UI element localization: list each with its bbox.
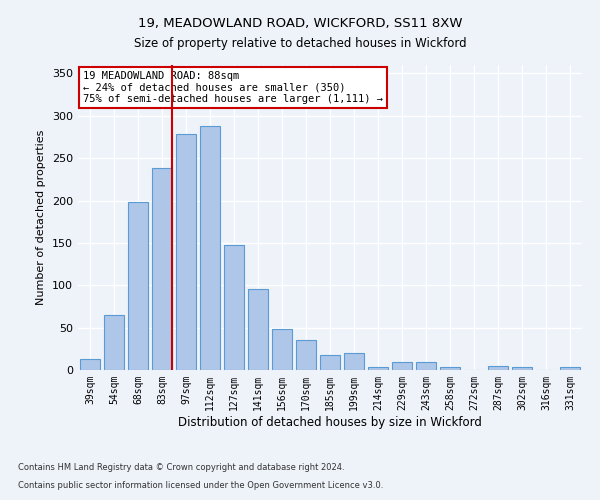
Y-axis label: Number of detached properties: Number of detached properties — [37, 130, 46, 305]
X-axis label: Distribution of detached houses by size in Wickford: Distribution of detached houses by size … — [178, 416, 482, 428]
Bar — [512, 368, 532, 370]
Text: Contains HM Land Registry data © Crown copyright and database right 2024.: Contains HM Land Registry data © Crown c… — [18, 464, 344, 472]
Bar — [80, 359, 100, 370]
Bar — [488, 366, 508, 370]
Bar — [560, 368, 580, 370]
Bar — [200, 126, 220, 370]
Bar — [224, 244, 244, 370]
Bar — [440, 366, 460, 370]
Bar — [344, 353, 364, 370]
Text: Contains public sector information licensed under the Open Government Licence v3: Contains public sector information licen… — [18, 481, 383, 490]
Bar — [320, 355, 340, 370]
Bar — [152, 168, 172, 370]
Bar — [128, 202, 148, 370]
Bar — [104, 315, 124, 370]
Text: Size of property relative to detached houses in Wickford: Size of property relative to detached ho… — [134, 38, 466, 51]
Bar — [248, 288, 268, 370]
Bar — [176, 134, 196, 370]
Bar — [296, 340, 316, 370]
Bar — [416, 362, 436, 370]
Bar — [272, 330, 292, 370]
Text: 19, MEADOWLAND ROAD, WICKFORD, SS11 8XW: 19, MEADOWLAND ROAD, WICKFORD, SS11 8XW — [138, 18, 462, 30]
Bar — [392, 362, 412, 370]
Text: 19 MEADOWLAND ROAD: 88sqm
← 24% of detached houses are smaller (350)
75% of semi: 19 MEADOWLAND ROAD: 88sqm ← 24% of detac… — [83, 71, 383, 104]
Bar — [368, 366, 388, 370]
